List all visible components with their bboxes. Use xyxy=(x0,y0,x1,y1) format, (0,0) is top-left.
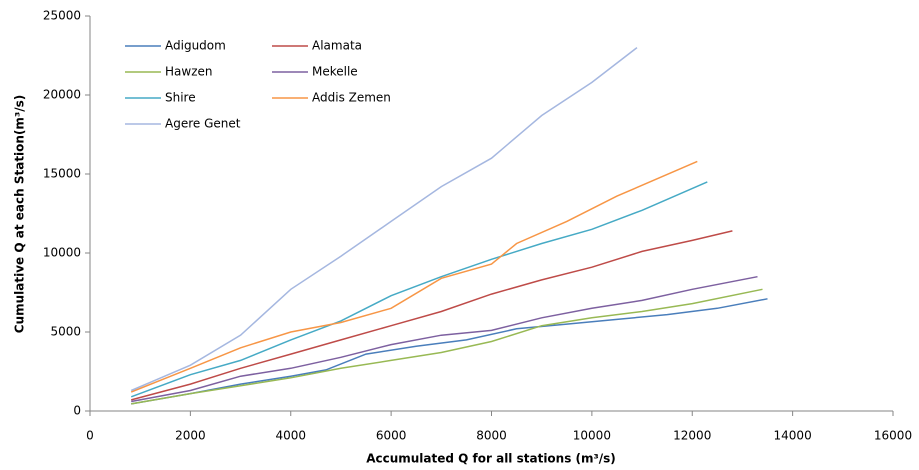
series-line xyxy=(130,47,638,392)
x-tick-label: 6000 xyxy=(376,429,407,443)
legend-label: Addis Zemen xyxy=(312,91,391,105)
series-line xyxy=(130,181,708,398)
series-line xyxy=(131,230,733,401)
x-axis-label: Accumulated Q for all stations (m³/s) xyxy=(366,452,616,466)
x-tick-label: 14000 xyxy=(774,429,812,443)
y-tick-label: 15000 xyxy=(43,167,81,181)
x-tick-label: 12000 xyxy=(673,429,711,443)
series-line xyxy=(131,298,768,405)
legend-label: Adigudom xyxy=(165,39,226,53)
x-tick-label: 10000 xyxy=(573,429,611,443)
x-tick-label: 2000 xyxy=(175,429,206,443)
series-line xyxy=(131,288,763,405)
x-tick-label: 16000 xyxy=(874,429,912,443)
y-tick-label: 25000 xyxy=(43,9,81,23)
y-tick-label: 10000 xyxy=(43,246,81,260)
x-tick-label: 8000 xyxy=(476,429,507,443)
x-tick-label: 4000 xyxy=(275,429,306,443)
legend-label: Alamata xyxy=(312,39,362,53)
y-tick-label: 20000 xyxy=(43,88,81,102)
legend-label: Hawzen xyxy=(165,65,212,79)
series-line xyxy=(130,160,698,393)
legend-label: Agere Genet xyxy=(165,117,241,131)
y-tick-label: 5000 xyxy=(50,325,81,339)
legend-label: Mekelle xyxy=(312,65,358,79)
y-tick-label: 0 xyxy=(73,404,81,418)
y-axis-label: Cumulative Q at each Station(m³/s) xyxy=(13,95,27,333)
legend-label: Shire xyxy=(165,91,196,105)
series-line xyxy=(131,275,758,403)
x-tick-label: 0 xyxy=(86,429,94,443)
